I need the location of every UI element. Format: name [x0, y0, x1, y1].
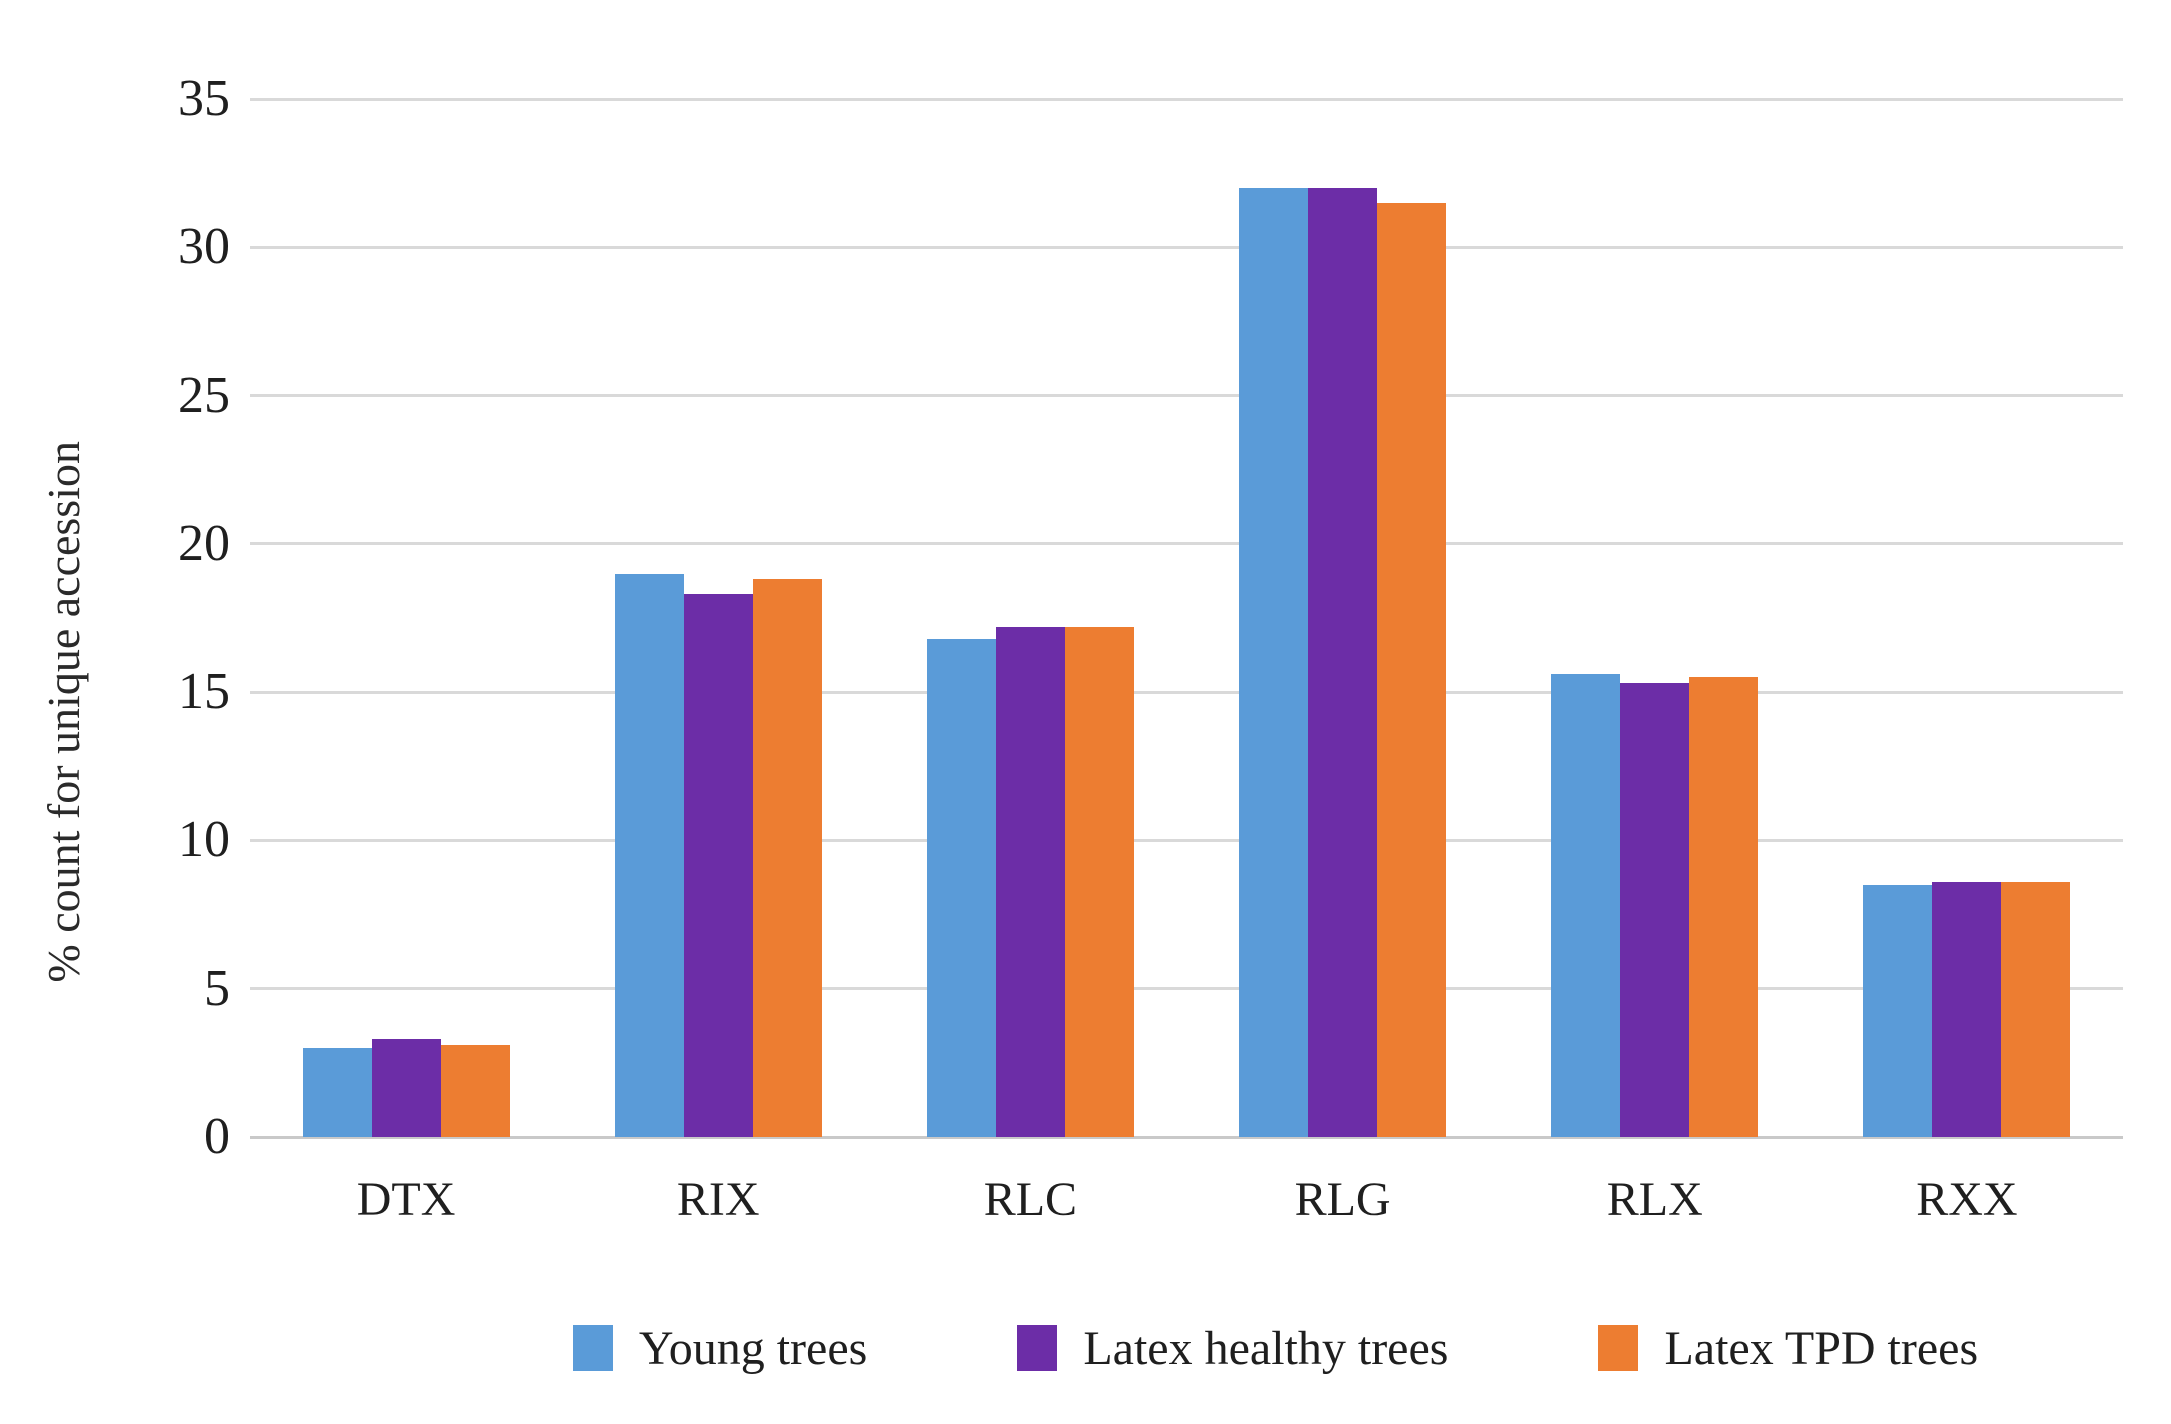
y-tick-label: 15 [178, 663, 230, 721]
x-axis-label: DTX [356, 1173, 456, 1226]
gridline [250, 245, 2123, 249]
y-tick-label: 35 [178, 70, 230, 127]
legend-label: Latex TPD trees [1664, 1321, 1979, 1375]
y-tick-label: 30 [178, 218, 230, 276]
bar [995, 626, 1065, 1137]
bar [1932, 881, 2002, 1137]
bar [752, 579, 822, 1137]
bar [1620, 683, 1690, 1137]
y-tick-label: 20 [178, 514, 230, 572]
legend-swatch [572, 1325, 613, 1371]
bar [1551, 674, 1621, 1137]
gridline [250, 838, 2123, 842]
bar [1239, 187, 1309, 1137]
x-axis-baseline [250, 1135, 2123, 1139]
x-axis-label: RXX [1916, 1173, 2018, 1226]
x-axis-label: RLG [1294, 1173, 1391, 1226]
bar [1377, 202, 1447, 1137]
legend-label: Latex healthy trees [1083, 1321, 1449, 1375]
legend: Young trees Latex healthy trees Latex TPD … [390, 1308, 2161, 1388]
gridline [250, 97, 2123, 101]
bar [1689, 677, 1759, 1137]
gridline [250, 394, 2123, 398]
x-axis-label: RLC [983, 1173, 1078, 1226]
y-tick-label: 25 [178, 366, 230, 424]
bar [440, 1045, 510, 1137]
legend-swatch [1598, 1325, 1639, 1371]
legend-item: Latex TPD trees [1598, 1321, 1978, 1376]
gridline [250, 690, 2123, 694]
y-tick-label: 5 [204, 959, 230, 1017]
bar [683, 594, 753, 1137]
legend-item: Latex healthy trees [1017, 1321, 1448, 1376]
bar [926, 638, 996, 1137]
y-tick-label: 0 [204, 1108, 230, 1165]
legend-item: Young trees [572, 1321, 868, 1376]
bar [1863, 884, 1933, 1137]
bar [302, 1048, 372, 1137]
legend-label: Young trees [638, 1321, 868, 1375]
gridline [250, 987, 2123, 991]
bar [614, 573, 684, 1137]
legend-swatch [1017, 1325, 1058, 1371]
bar [1308, 187, 1378, 1137]
bar [371, 1039, 441, 1137]
bar [2001, 881, 2071, 1137]
bar [1064, 626, 1134, 1137]
y-tick-label: 10 [178, 811, 230, 869]
x-axis-label: RIX [676, 1173, 760, 1226]
x-axis-label: RLX [1606, 1173, 1703, 1226]
gridline [250, 542, 2123, 546]
